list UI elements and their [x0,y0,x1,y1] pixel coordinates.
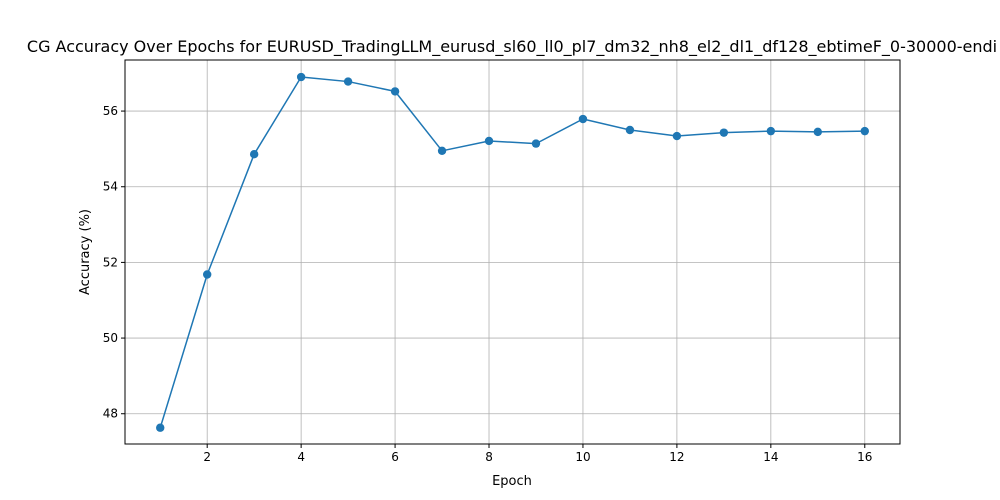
data-point [531,139,541,148]
data-point [484,136,494,146]
y-axis-label: Accuracy (%) [78,209,93,295]
axis-ticks: 2 4 6 8 10 12 14 16 48 50 52 54 56 [103,104,873,464]
data-point [766,126,776,136]
plot-area-frame [124,59,901,445]
data-point [390,87,400,96]
y-tick-label: 54 [103,180,118,194]
data-point [625,125,635,135]
x-tick-label: 4 [297,450,305,464]
data-point [202,270,212,279]
data-point [578,114,588,124]
data-point [813,127,823,137]
data-point [860,126,869,136]
data-point [672,131,682,141]
x-tick-label: 10 [575,450,590,464]
chart-title: CG Accuracy Over Epochs for EURUSD_Tradi… [27,37,997,57]
series-group [156,72,869,432]
series-1 [156,72,869,432]
x-tick-label: 2 [203,450,211,464]
x-tick-label: 14 [763,450,778,464]
data-point [343,77,353,86]
gridlines [125,60,900,444]
y-tick-label: 48 [103,407,118,421]
series-line [159,76,865,428]
x-axis-label: Epoch [492,474,532,489]
y-tick-label: 56 [103,104,118,118]
data-point [437,146,447,155]
x-tick-label: 8 [485,450,493,464]
data-point [156,423,165,432]
data-point [249,150,259,159]
y-tick-label: 52 [103,255,118,269]
y-tick-label: 50 [103,331,118,345]
x-tick-label: 12 [669,450,684,464]
x-tick-label: 16 [857,450,872,464]
x-tick-label: 6 [391,450,399,464]
data-point [719,128,729,137]
data-point [296,72,306,82]
